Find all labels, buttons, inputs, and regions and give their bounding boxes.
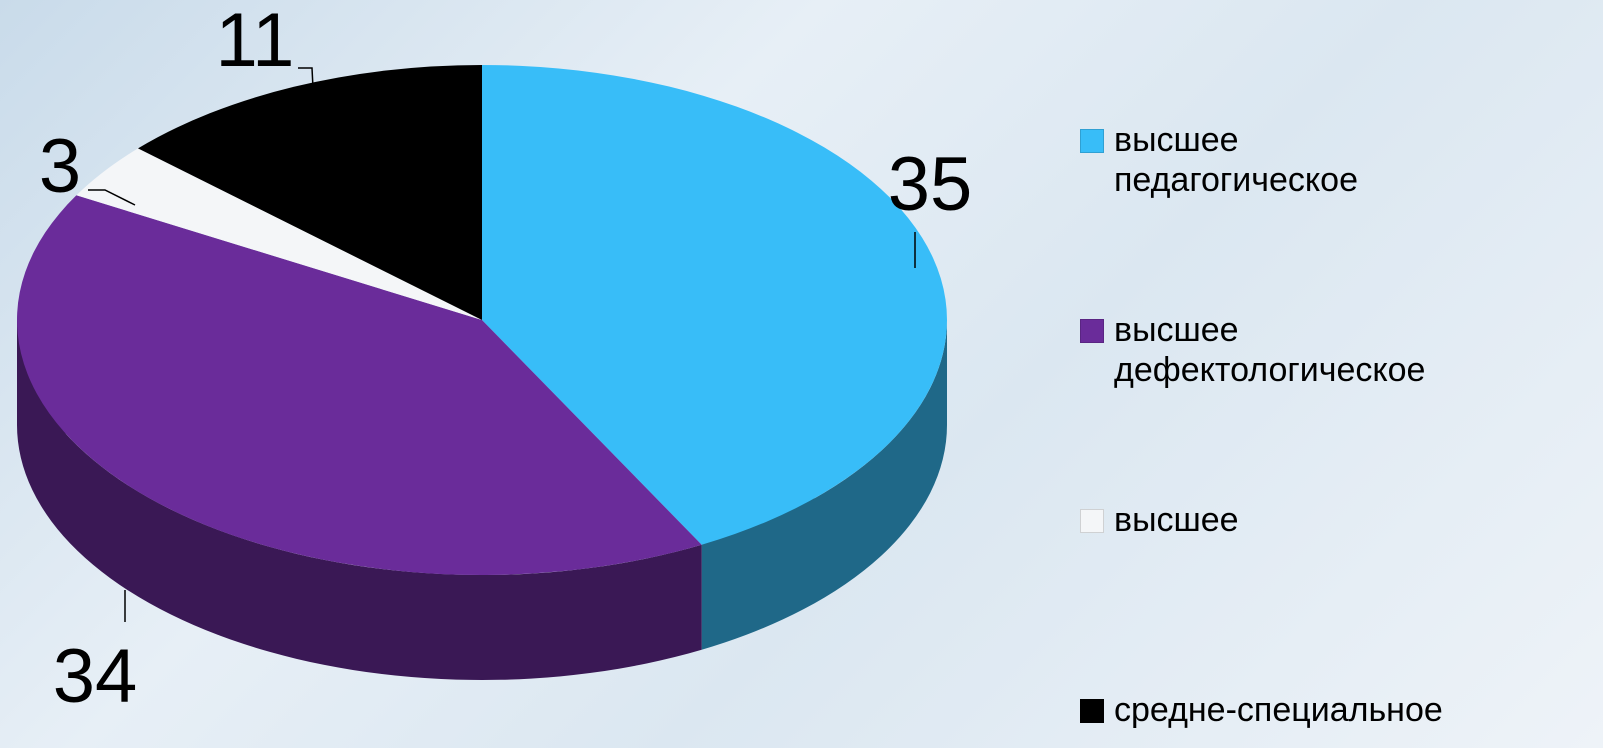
- pie-slice: [482, 65, 947, 545]
- legend-item: высшее дефектологическое: [1080, 310, 1544, 390]
- data-label: 3: [39, 124, 81, 209]
- legend-label: высшее педагогическое: [1114, 121, 1358, 199]
- legend-swatch: [1080, 319, 1104, 343]
- legend-swatch: [1080, 129, 1104, 153]
- data-label: 11: [216, 0, 295, 83]
- data-label: 34: [53, 634, 138, 719]
- legend-label: высшее дефектологическое: [1114, 311, 1426, 389]
- pie-slice: [16, 195, 702, 575]
- legend-label: высшее: [1114, 501, 1239, 539]
- leader-line: [88, 189, 136, 206]
- leader-line: [298, 67, 317, 149]
- legend-item: средне-специальное: [1080, 690, 1544, 730]
- data-label: 35: [888, 142, 973, 227]
- legend-label: средне-специальное: [1114, 691, 1443, 729]
- pie-slice: [76, 148, 482, 320]
- legend-item: высшее: [1080, 500, 1544, 540]
- legend-swatch: [1080, 699, 1104, 723]
- legend-item: высшее педагогическое: [1080, 120, 1414, 200]
- legend-swatch: [1080, 509, 1104, 533]
- pie-slice: [138, 65, 482, 320]
